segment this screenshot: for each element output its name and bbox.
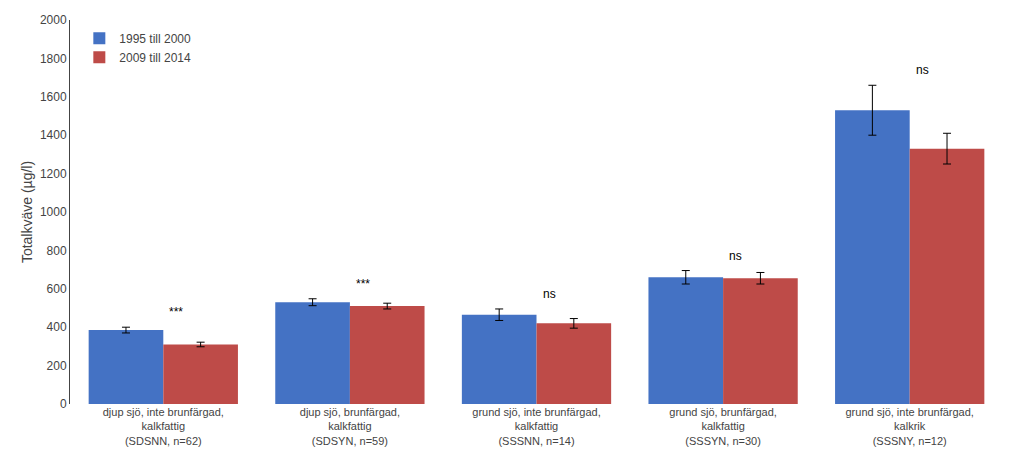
svg-text:1800: 1800 [40, 52, 67, 66]
svg-text:1000: 1000 [40, 205, 67, 219]
svg-text:1200: 1200 [40, 167, 67, 181]
svg-text:1400: 1400 [40, 128, 67, 142]
svg-text:600: 600 [47, 282, 67, 296]
svg-text:2009 till 2014: 2009 till 2014 [119, 51, 191, 65]
svg-text:grund sjö, inte brunfärgad,kal: grund sjö, inte brunfärgad,kalkrik(SSSNY… [845, 406, 973, 447]
svg-text:200: 200 [47, 359, 67, 373]
svg-text:***: *** [169, 305, 183, 319]
svg-text:grund sjö, brunfärgad,kalkfatt: grund sjö, brunfärgad,kalkfattig(SSSYN, … [669, 406, 777, 447]
svg-text:800: 800 [47, 244, 67, 258]
svg-text:1995 till 2000: 1995 till 2000 [119, 32, 191, 46]
svg-text:grund sjö, inte brunfärgad,kal: grund sjö, inte brunfärgad,kalkfattig(SS… [472, 406, 600, 447]
svg-text:ns: ns [543, 287, 556, 301]
svg-text:Totalkväve (µg/l): Totalkväve (µg/l) [19, 161, 35, 263]
svg-text:***: *** [356, 277, 370, 291]
svg-text:djup sjö, inte brunfärgad,kalk: djup sjö, inte brunfärgad,kalkfattig(SDS… [103, 406, 224, 447]
svg-text:djup sjö, brunfärgad,kalkfatti: djup sjö, brunfärgad,kalkfattig(SDSYN, n… [300, 406, 400, 447]
svg-text:0: 0 [60, 397, 67, 411]
svg-text:2000: 2000 [40, 13, 67, 27]
svg-text:400: 400 [47, 320, 67, 334]
svg-text:1600: 1600 [40, 90, 67, 104]
svg-text:ns: ns [729, 249, 742, 263]
svg-text:ns: ns [916, 63, 929, 77]
